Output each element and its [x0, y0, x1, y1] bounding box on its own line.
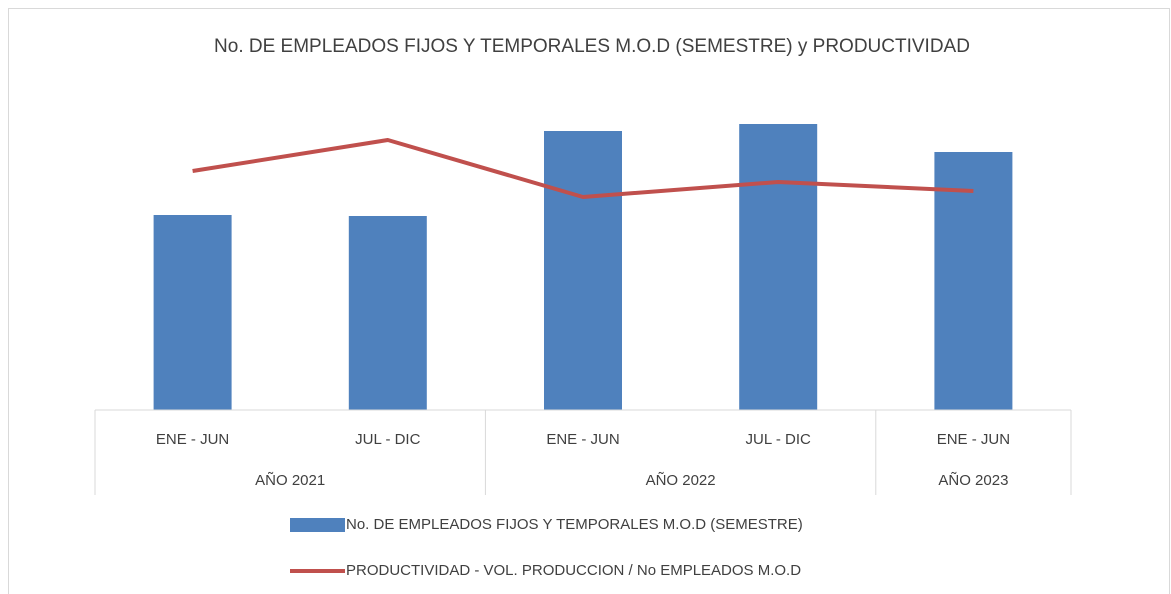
legend-label: No. DE EMPLEADOS FIJOS Y TEMPORALES M.O.…	[346, 516, 803, 533]
line	[192, 138, 974, 199]
group-label: AÑO 2021	[255, 472, 325, 489]
bar	[153, 215, 232, 410]
legend-swatch	[290, 518, 345, 532]
bar	[544, 131, 622, 410]
chart-border	[8, 8, 1170, 594]
x-tick-label: ENE - JUN	[156, 431, 229, 448]
group-label: AÑO 2023	[938, 472, 1008, 489]
x-tick-label: ENE - JUN	[937, 431, 1010, 448]
legend-label: PRODUCTIVIDAD - VOL. PRODUCCION / No EMP…	[346, 562, 801, 579]
x-tick-label: JUL - DIC	[355, 431, 420, 448]
chart-title: No. DE EMPLEADOS FIJOS Y TEMPORALES M.O.…	[214, 36, 970, 57]
bar	[934, 152, 1013, 410]
x-tick-label: JUL - DIC	[746, 431, 811, 448]
x-tick-label: ENE - JUN	[546, 431, 619, 448]
group-label: AÑO 2022	[646, 472, 716, 489]
bar	[348, 216, 427, 410]
bar	[739, 124, 818, 410]
